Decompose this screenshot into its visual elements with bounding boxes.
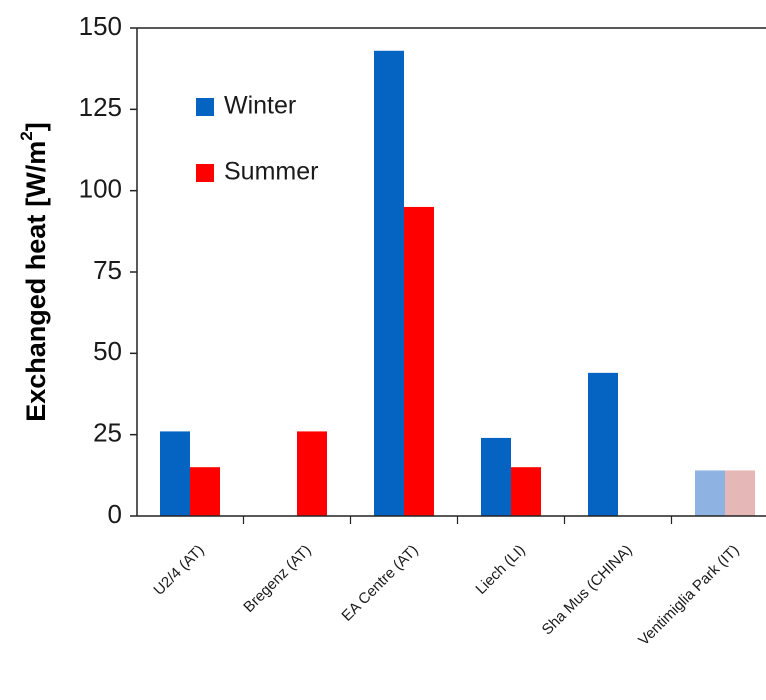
y-tick-label: 50 <box>93 336 122 366</box>
bar-winter-4 <box>588 372 618 516</box>
y-ticks: 0 25 50 75 100 125 150 <box>79 11 137 529</box>
bar-summer-3 <box>511 467 541 516</box>
y-axis-title-main: Exchanged heat <box>21 215 51 422</box>
bar-winter-0 <box>160 431 190 516</box>
x-category-label: Bregenz (AT) <box>240 542 314 616</box>
y-axis-title-unit: [W/m <box>21 141 51 207</box>
y-tick-label: 75 <box>93 255 122 285</box>
bar-winter-3 <box>481 437 511 516</box>
bar-winter-5 <box>695 470 725 516</box>
bar-summer-1 <box>297 431 327 516</box>
y-tick-label: 150 <box>79 11 122 41</box>
legend-swatch-summer <box>196 164 214 182</box>
y-tick-label: 100 <box>79 174 122 204</box>
legend-label-summer: Summer <box>224 158 318 186</box>
y-axis-title-unit-close: ] <box>21 122 51 131</box>
y-axis-title-unit-sup: 2 <box>17 131 36 140</box>
y-tick-label: 125 <box>79 92 122 122</box>
legend-swatch-winter <box>196 98 214 116</box>
y-tick-label: 0 <box>108 499 122 529</box>
bar-summer-0 <box>190 467 220 516</box>
bar-summer-5 <box>725 470 755 516</box>
x-category-label: Liech (LI) <box>472 542 528 598</box>
legend: Winter Summer <box>196 92 318 186</box>
x-category-label: Ventimiglia Park (IT) <box>635 542 743 650</box>
y-axis-title: Exchanged heat [W/m2] <box>17 122 51 422</box>
bars <box>160 50 755 524</box>
x-category-label: Sha Mus (CHINA) <box>539 542 636 639</box>
y-tick-label: 25 <box>93 418 122 448</box>
bar-winter-2 <box>374 50 404 516</box>
x-category-label: U2/4 (AT) <box>150 542 207 599</box>
x-category-labels: U2/4 (AT) Bregenz (AT) EA Centre (AT) Liech… <box>150 542 742 650</box>
legend-label-winter: Winter <box>224 92 296 120</box>
bar-summer-2 <box>404 206 434 516</box>
x-category-label: EA Centre (AT) <box>338 542 421 625</box>
